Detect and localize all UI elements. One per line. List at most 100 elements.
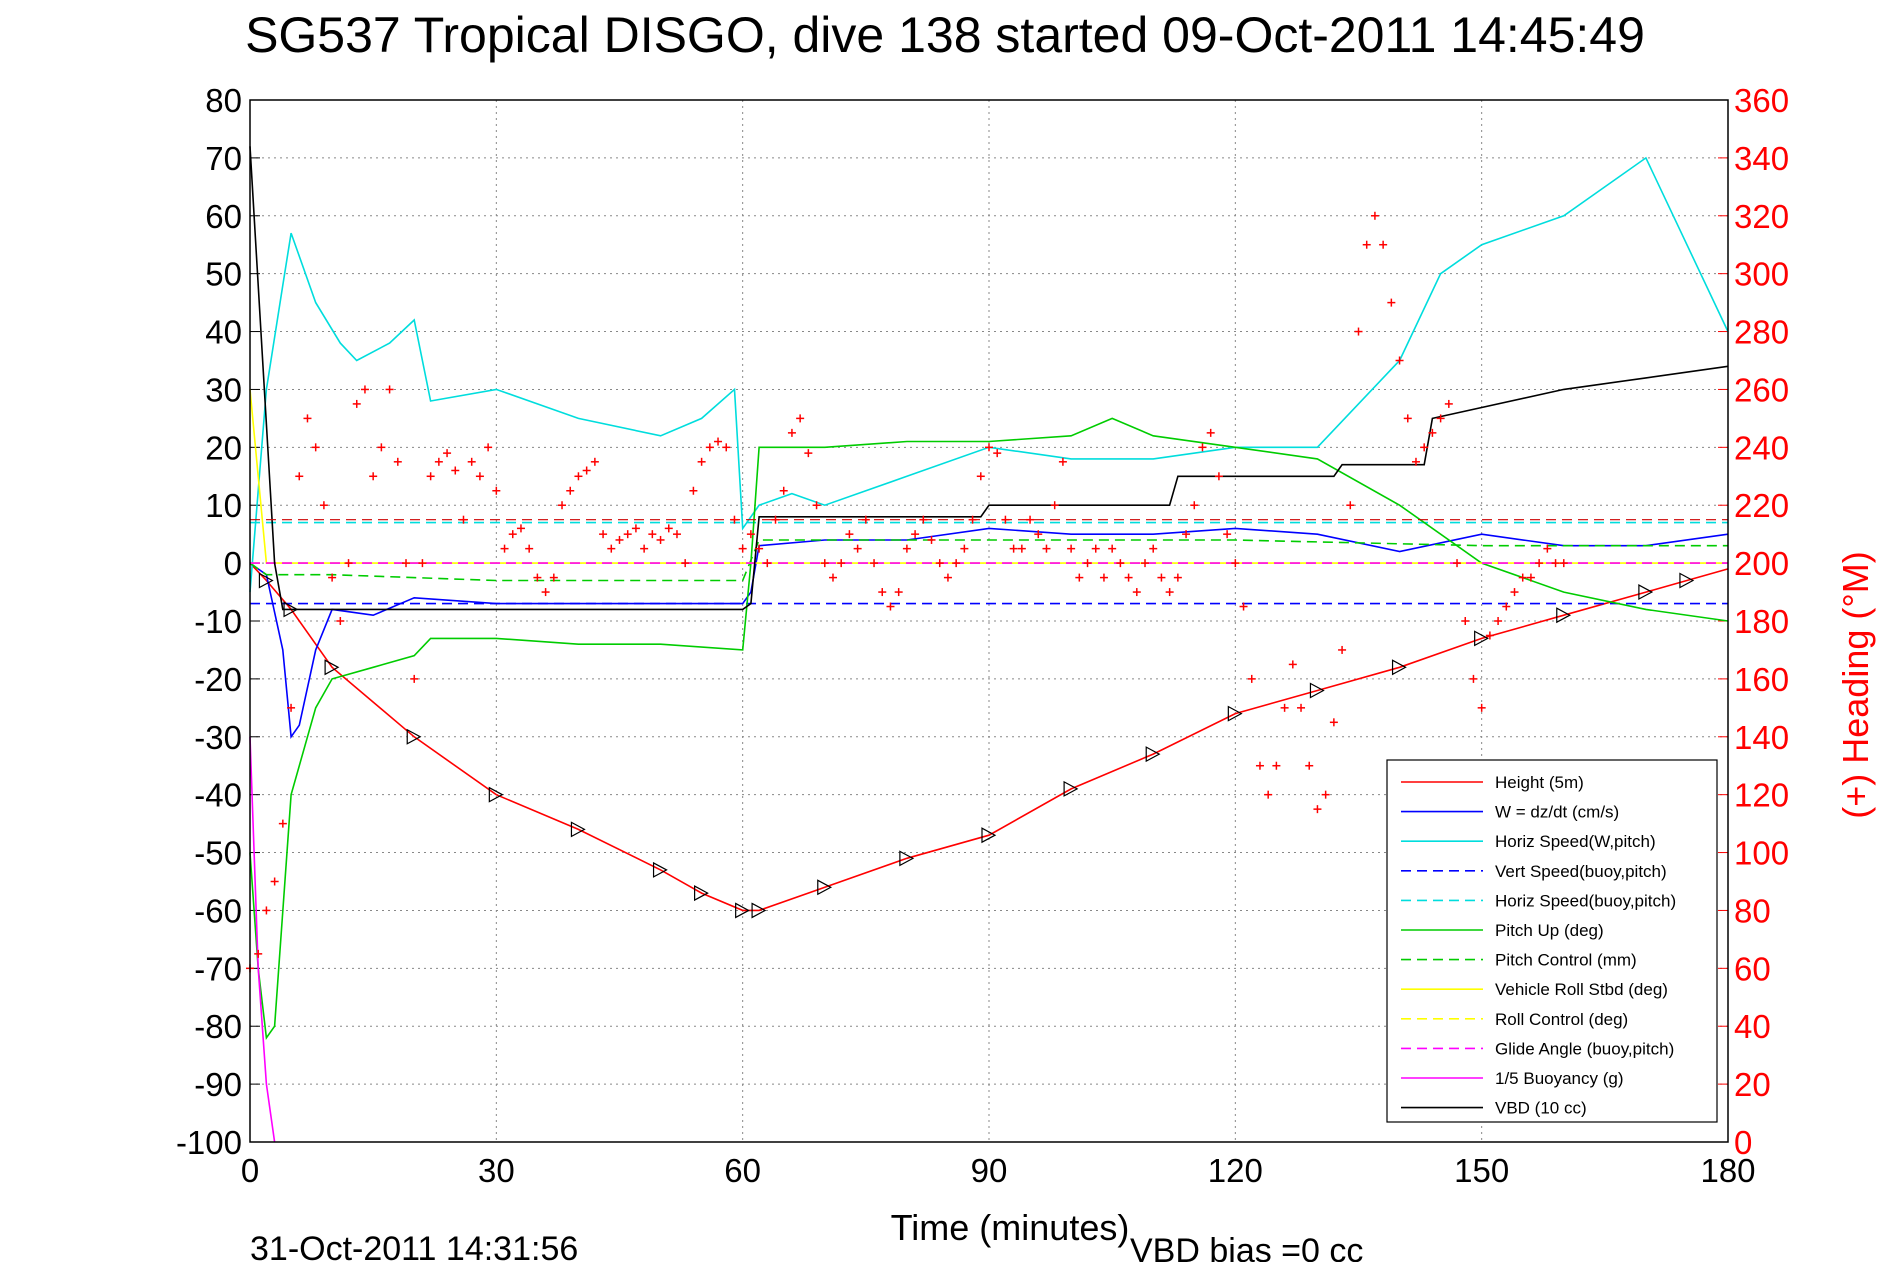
legend: Height (5m) W = dz/dt (cm/s) Horiz Speed(W… (1386, 759, 1718, 1123)
heading-marker (443, 449, 452, 458)
heading-marker (270, 877, 279, 886)
heading-marker (796, 414, 805, 423)
heading-marker (377, 443, 386, 452)
heading-marker (1124, 573, 1133, 582)
heading-marker (1346, 501, 1355, 510)
legend-entry: 1/5 Buoyancy (g) (1495, 1069, 1624, 1088)
footer-timestamp: 31-Oct-2011 14:31:56 (250, 1230, 578, 1262)
y-tick-label: -90 (194, 1066, 242, 1103)
height-triangle-marker (694, 885, 709, 902)
heading-marker (508, 530, 517, 539)
legend-entry: Pitch Up (deg) (1495, 921, 1604, 940)
height-triangle-marker (1391, 659, 1407, 676)
y-tick-label: -100 (176, 1124, 242, 1161)
y2-tick-label: 100 (1734, 835, 1789, 872)
heading-marker (1461, 617, 1470, 625)
height-triangle-marker (1309, 682, 1325, 699)
footer-vbd-bias: VBD bias =0 cc (1130, 1232, 1363, 1262)
height-triangle-marker (1638, 584, 1654, 601)
height-triangle-marker (1474, 630, 1489, 647)
height-triangle-marker (652, 861, 668, 878)
heading-marker (919, 515, 928, 524)
heading-marker (1395, 356, 1404, 365)
series-line-vbd-10-cc (249, 146, 1729, 611)
y2-axis-label: (+) Heading (°M) (1835, 551, 1876, 818)
heading-marker (344, 559, 353, 568)
heading-marker (574, 472, 583, 481)
heading-marker (771, 515, 780, 524)
heading-marker (1034, 530, 1043, 539)
heading-marker (1362, 240, 1371, 249)
heading-marker (1297, 703, 1306, 712)
heading-marker (1444, 399, 1453, 408)
heading-marker (1321, 790, 1330, 799)
heading-marker (943, 573, 952, 582)
heading-marker (1354, 327, 1363, 336)
heading-marker (1108, 544, 1117, 553)
heading-marker (722, 443, 731, 452)
heading-marker (492, 486, 501, 495)
heading-marker (467, 457, 476, 466)
heading-marker (1420, 443, 1429, 452)
heading-marker (1042, 544, 1051, 553)
heading-marker (631, 524, 640, 533)
heading-marker (927, 535, 936, 544)
heading-marker (1411, 457, 1420, 466)
y2-tick-label: 180 (1734, 603, 1789, 640)
series-line-pitch-control-mm (249, 539, 1728, 582)
legend-entry: Vert Speed(buoy,pitch) (1495, 862, 1667, 881)
heading-marker (1477, 703, 1486, 712)
x-tick-label: 30 (478, 1152, 515, 1189)
height-triangle-marker (1063, 780, 1079, 797)
heading-marker (1272, 761, 1281, 770)
heading-marker (870, 559, 879, 568)
heading-marker (533, 573, 542, 582)
marker-layer (246, 211, 1695, 973)
heading-marker (1075, 573, 1084, 582)
y-tick-label: -20 (194, 661, 242, 698)
x-tick-label: 90 (971, 1152, 1008, 1189)
heading-marker (1387, 298, 1396, 307)
series-line-height-5m (249, 562, 1729, 912)
heading-marker (1329, 718, 1338, 727)
heading-marker (672, 530, 681, 539)
heading-marker (336, 617, 345, 625)
heading-marker (500, 544, 509, 553)
heading-marker (549, 573, 558, 582)
heading-marker (1165, 588, 1174, 597)
y2-tick-label: 80 (1734, 892, 1771, 929)
heading-marker (328, 573, 337, 582)
height-triangle-marker (258, 572, 274, 589)
heading-marker (985, 443, 993, 452)
heading-marker (393, 457, 402, 466)
heading-marker (278, 819, 287, 828)
heading-marker (1551, 559, 1560, 568)
height-triangle-marker (751, 902, 767, 919)
heading-marker (402, 559, 411, 568)
y-tick-label: 0 (224, 545, 242, 582)
heading-marker (1026, 515, 1035, 524)
heading-marker (1190, 501, 1199, 510)
heading-marker (1494, 617, 1503, 625)
heading-marker (681, 559, 690, 568)
y2-tick-label: 240 (1734, 429, 1789, 466)
heading-marker (1288, 660, 1297, 669)
heading-marker (779, 486, 788, 495)
height-triangle-marker (324, 659, 340, 676)
heading-marker (1231, 559, 1240, 568)
y2-tick-label: 200 (1734, 545, 1789, 582)
heading-marker (1526, 573, 1535, 582)
heading-marker (820, 559, 829, 568)
heading-marker (1050, 501, 1059, 510)
y2-tick-label: 260 (1734, 371, 1789, 408)
heading-marker (475, 472, 484, 481)
heading-marker (287, 703, 296, 712)
y-tick-label: -70 (194, 950, 242, 987)
heading-marker (1280, 703, 1289, 712)
heading-marker (837, 559, 846, 568)
y2-tick-label: 40 (1734, 1008, 1771, 1045)
y-tick-label: -60 (194, 892, 242, 929)
heading-marker (607, 544, 616, 553)
x-tick-label: 120 (1208, 1152, 1263, 1189)
heading-marker (1239, 602, 1248, 611)
